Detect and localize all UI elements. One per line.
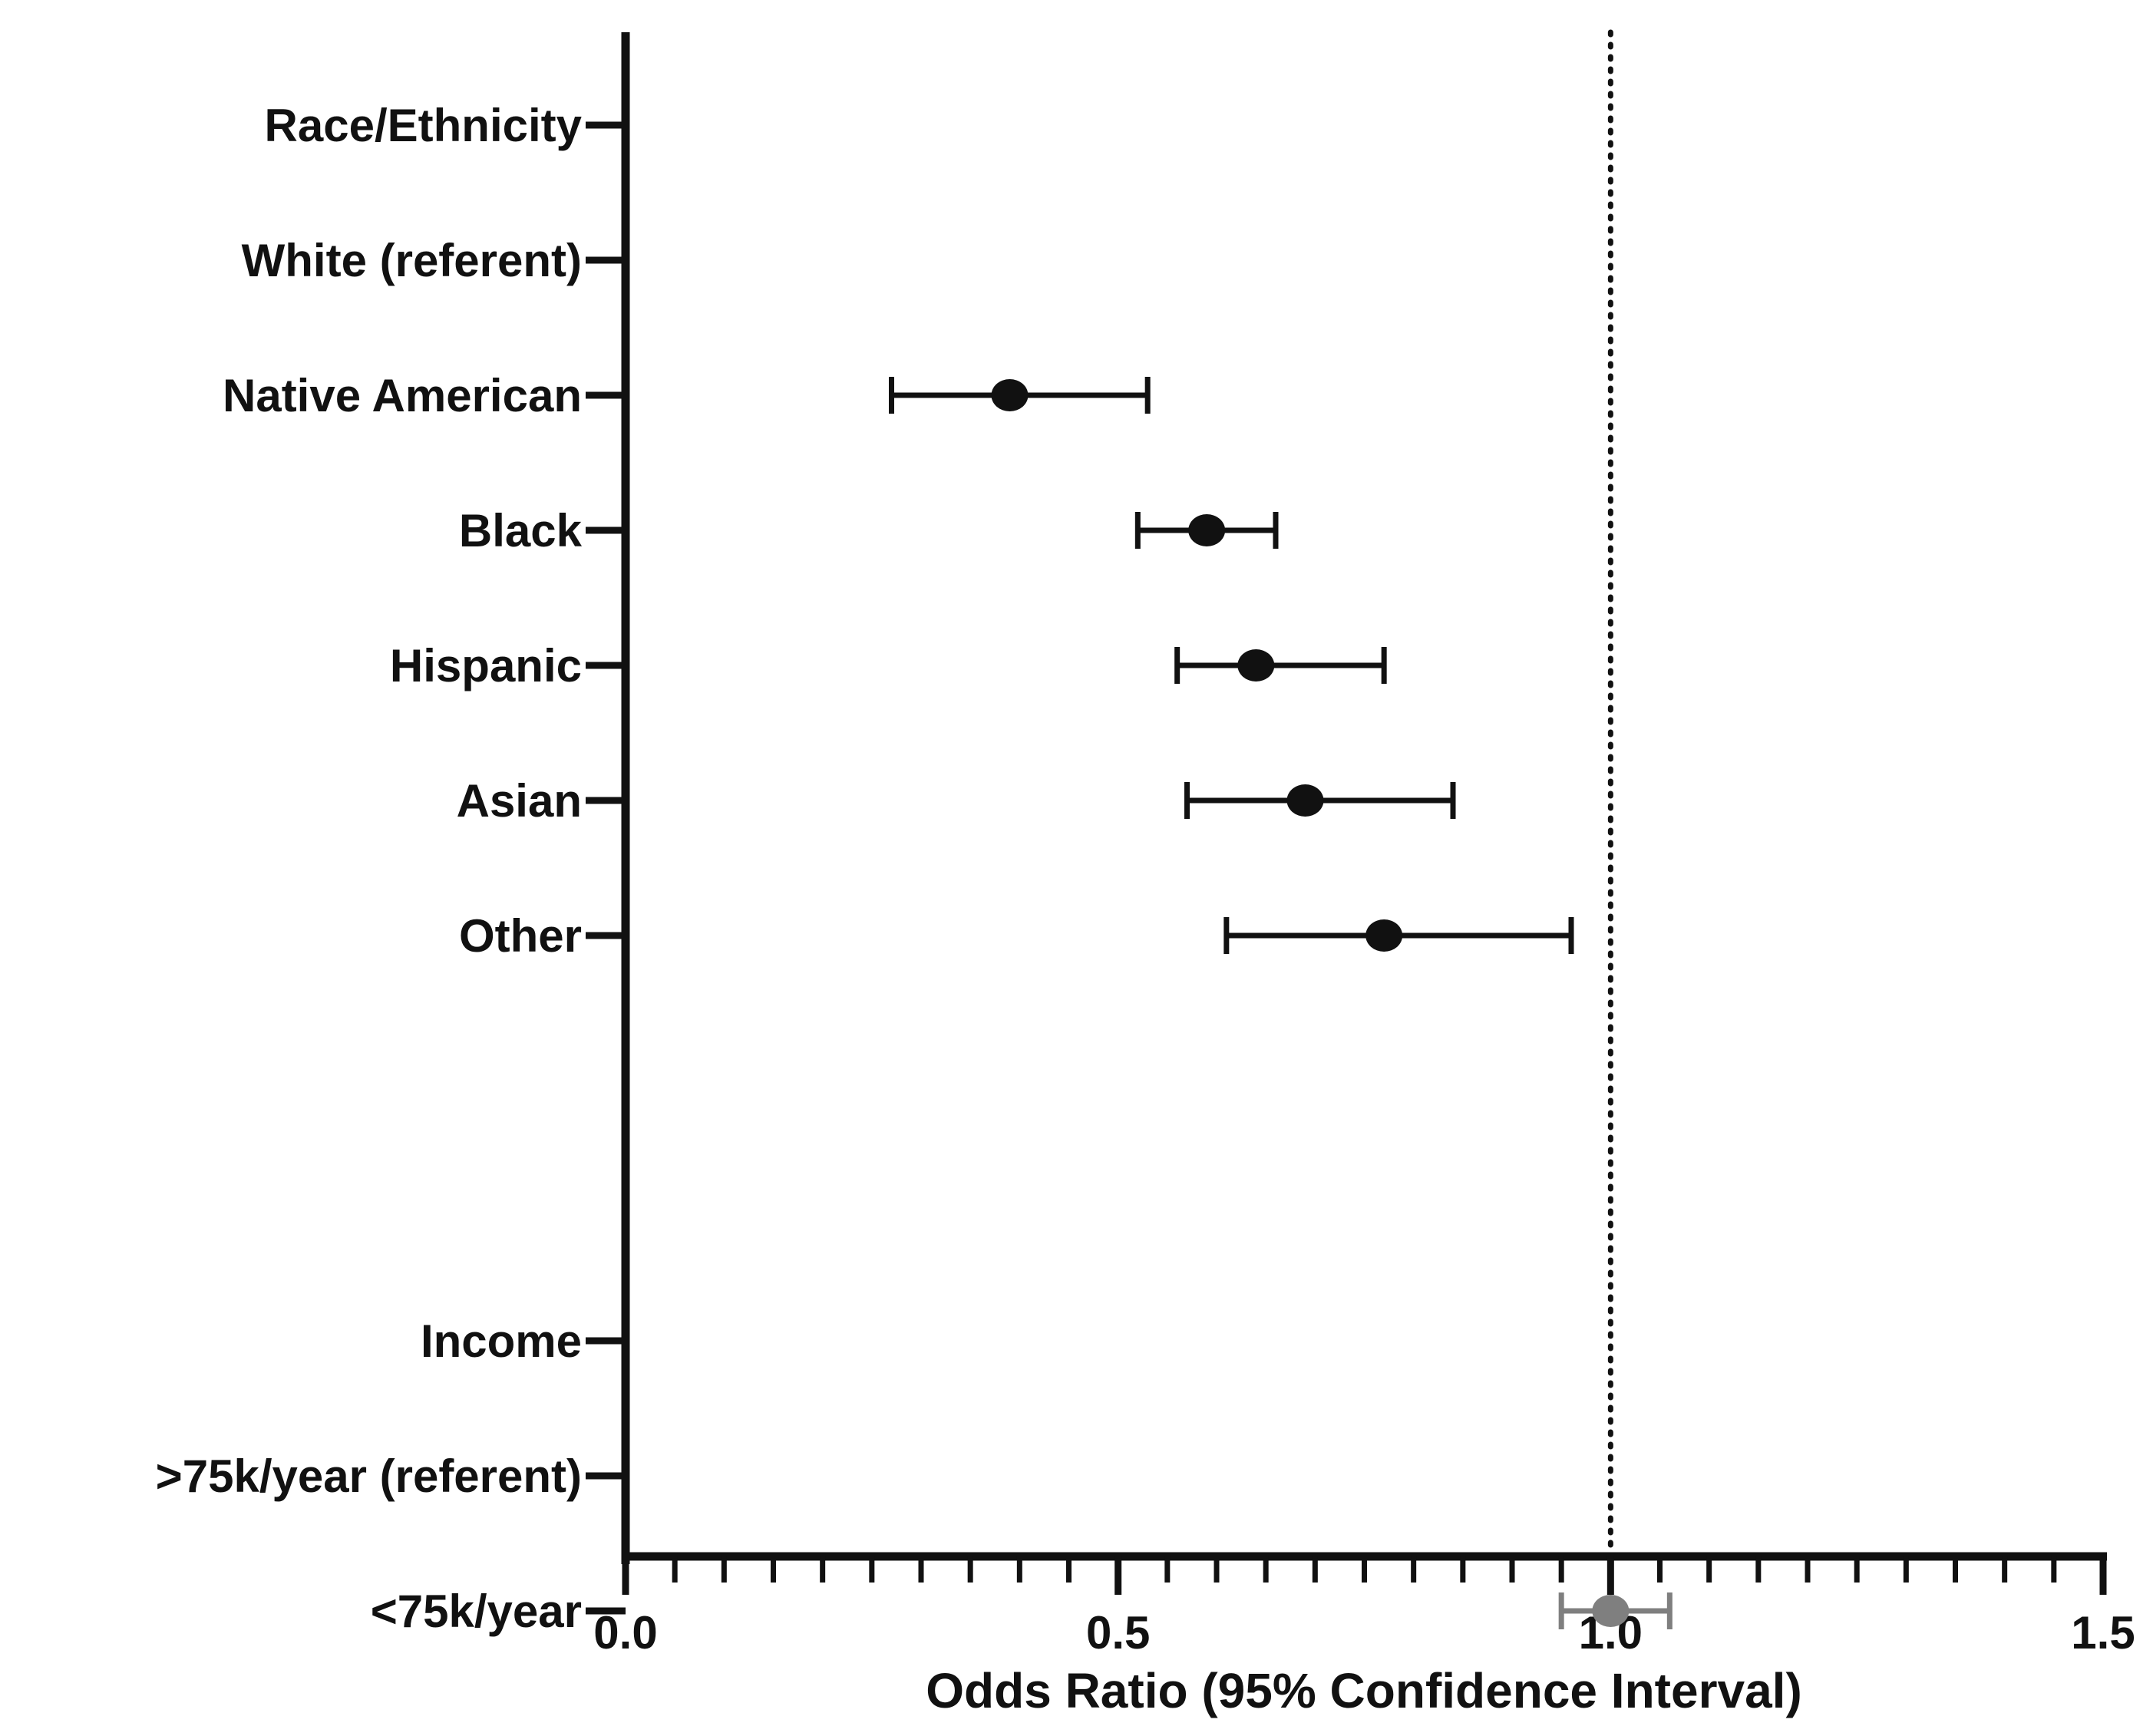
x-tick-label: 1.5: [2071, 1607, 2135, 1658]
x-tick-label: 0.0: [593, 1607, 657, 1658]
row-labels: Race/Ethnicity White (referent) Native Ame…: [156, 100, 583, 1637]
x-axis: 0.0 0.5 1.0 1.5: [593, 1552, 2135, 1658]
row-label: White (referent): [242, 235, 582, 286]
y-axis: [586, 32, 630, 1615]
row-label: Race/Ethnicity: [265, 100, 583, 151]
odds-ratio-point: [1237, 649, 1275, 682]
row-label: <75k/year: [371, 1586, 582, 1637]
odds-ratio-point: [991, 379, 1029, 411]
row-label: Hispanic: [390, 640, 582, 691]
x-axis-title: Odds Ratio (95% Confidence Interval): [926, 1663, 1802, 1718]
odds-ratio-point: [1188, 514, 1226, 546]
row-label: Income: [421, 1315, 582, 1367]
data-points: [889, 377, 1673, 1629]
row-label: Native American: [223, 370, 582, 421]
row-label: >75k/year (referent): [156, 1451, 582, 1502]
row-label: Asian: [457, 775, 582, 827]
x-tick-label: 0.5: [1086, 1607, 1150, 1658]
odds-ratio-point: [1286, 784, 1324, 817]
row-label: Black: [459, 505, 583, 556]
odds-ratio-point: [1365, 919, 1403, 952]
odds-ratio-point: [1592, 1595, 1630, 1627]
row-label: Other: [459, 910, 582, 962]
